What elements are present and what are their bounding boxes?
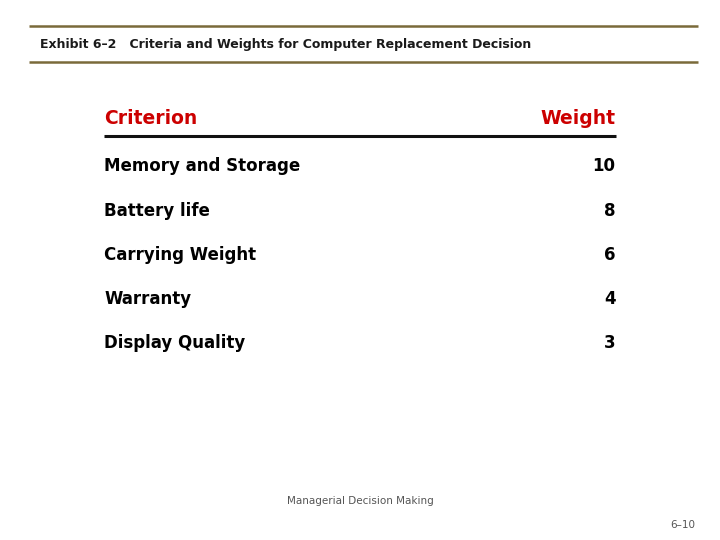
Text: Exhibit 6–2   Criteria and Weights for Computer Replacement Decision: Exhibit 6–2 Criteria and Weights for Com… — [40, 38, 531, 51]
Text: Battery life: Battery life — [104, 201, 210, 220]
Text: 6–10: 6–10 — [670, 520, 695, 530]
Text: Memory and Storage: Memory and Storage — [104, 157, 301, 176]
Text: Carrying Weight: Carrying Weight — [104, 246, 256, 264]
Text: 6: 6 — [604, 246, 616, 264]
Text: 8: 8 — [604, 201, 616, 220]
Text: Weight: Weight — [541, 109, 616, 129]
Text: 10: 10 — [593, 157, 616, 176]
Text: Managerial Decision Making: Managerial Decision Making — [287, 496, 433, 506]
Text: Warranty: Warranty — [104, 290, 192, 308]
Text: Criterion: Criterion — [104, 109, 198, 129]
Text: Display Quality: Display Quality — [104, 334, 246, 353]
Text: 4: 4 — [604, 290, 616, 308]
Text: 3: 3 — [604, 334, 616, 353]
